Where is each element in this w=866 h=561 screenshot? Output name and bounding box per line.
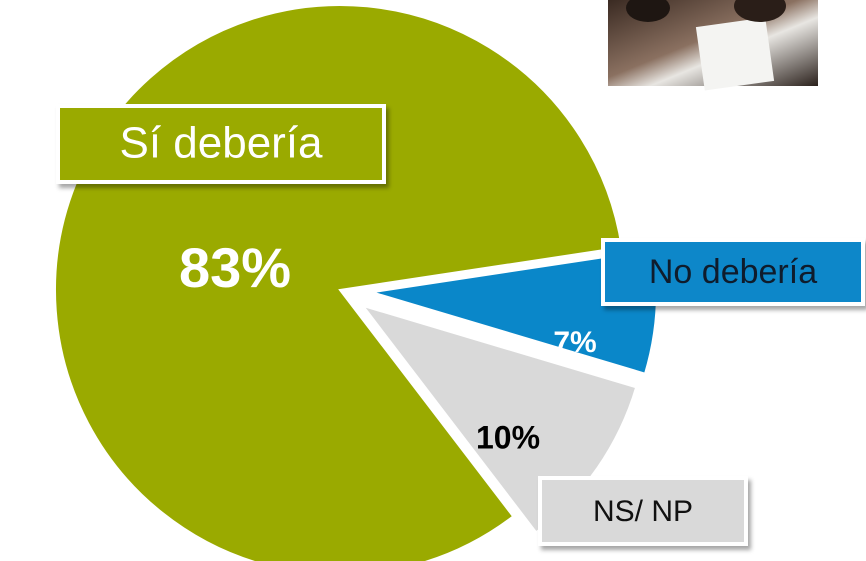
category-label: Sí debería [119,119,323,168]
value-label: 83% [179,236,291,299]
category-label: No debería [649,253,817,291]
value-label: 7% [553,326,596,359]
photo [608,0,818,91]
chart: 83% Sí debería 7% No debería 10% NS/ NP [0,0,866,561]
value-label: 10% [476,419,540,455]
category-label: NS/ NP [593,495,693,528]
